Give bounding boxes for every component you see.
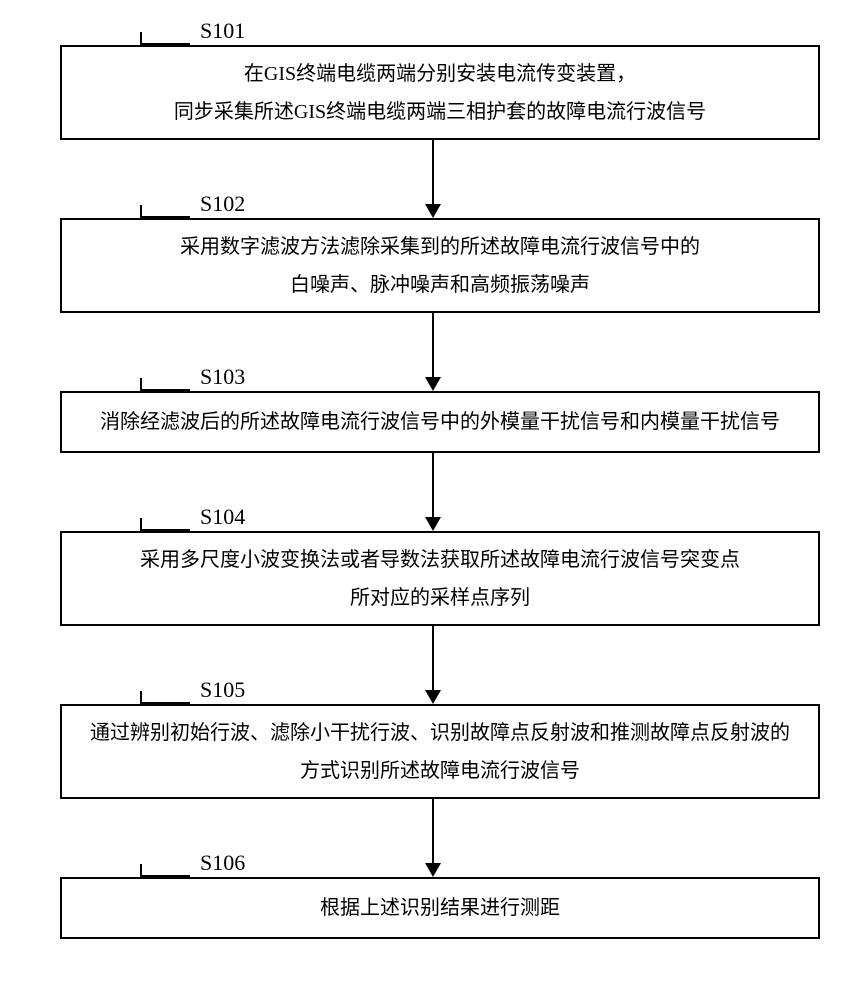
arrow (432, 313, 434, 377)
label-s102: S102 (200, 191, 245, 217)
flowchart-canvas: S101 在GIS终端电缆两端分别安装电流传变装置， 同步采集所述GIS终端电缆… (0, 0, 865, 1000)
step-box-s104: 采用多尺度小波变换法或者导数法获取所述故障电流行波信号突变点 所对应的采样点序列 (60, 531, 820, 626)
arrow-head-icon (425, 863, 441, 877)
leader-s102 (140, 205, 190, 218)
arrow-head-icon (425, 690, 441, 704)
step-text: 白噪声、脉冲噪声和高频振荡噪声 (290, 266, 590, 304)
leader-s103 (140, 378, 190, 391)
label-s105: S105 (200, 677, 245, 703)
step-text: 方式识别所述故障电流行波信号 (300, 752, 580, 790)
step-text: 消除经滤波后的所述故障电流行波信号中的外模量干扰信号和内模量干扰信号 (100, 403, 780, 441)
label-s103: S103 (200, 364, 245, 390)
step-box-s101: 在GIS终端电缆两端分别安装电流传变装置， 同步采集所述GIS终端电缆两端三相护… (60, 45, 820, 140)
leader-s105 (140, 691, 190, 704)
step-text: 通过辨别初始行波、滤除小干扰行波、识别故障点反射波和推测故障点反射波的 (90, 714, 790, 752)
step-text: 同步采集所述GIS终端电缆两端三相护套的故障电流行波信号 (174, 93, 706, 131)
arrow-head-icon (425, 204, 441, 218)
step-box-s103: 消除经滤波后的所述故障电流行波信号中的外模量干扰信号和内模量干扰信号 (60, 391, 820, 453)
arrow (432, 140, 434, 204)
label-s104: S104 (200, 504, 245, 530)
step-text: 采用多尺度小波变换法或者导数法获取所述故障电流行波信号突变点 (140, 541, 740, 579)
leader-s104 (140, 518, 190, 531)
arrow (432, 799, 434, 863)
step-text: 根据上述识别结果进行测距 (320, 889, 560, 927)
label-s106: S106 (200, 850, 245, 876)
step-text: 所对应的采样点序列 (350, 579, 530, 617)
arrow (432, 453, 434, 517)
step-box-s105: 通过辨别初始行波、滤除小干扰行波、识别故障点反射波和推测故障点反射波的 方式识别… (60, 704, 820, 799)
arrow (432, 626, 434, 690)
step-box-s102: 采用数字滤波方法滤除采集到的所述故障电流行波信号中的 白噪声、脉冲噪声和高频振荡… (60, 218, 820, 313)
leader-s106 (140, 864, 190, 877)
arrow-head-icon (425, 377, 441, 391)
step-box-s106: 根据上述识别结果进行测距 (60, 877, 820, 939)
step-text: 采用数字滤波方法滤除采集到的所述故障电流行波信号中的 (180, 228, 700, 266)
step-text: 在GIS终端电缆两端分别安装电流传变装置， (244, 55, 636, 93)
label-s101: S101 (200, 18, 245, 44)
leader-s101 (140, 32, 190, 45)
arrow-head-icon (425, 517, 441, 531)
